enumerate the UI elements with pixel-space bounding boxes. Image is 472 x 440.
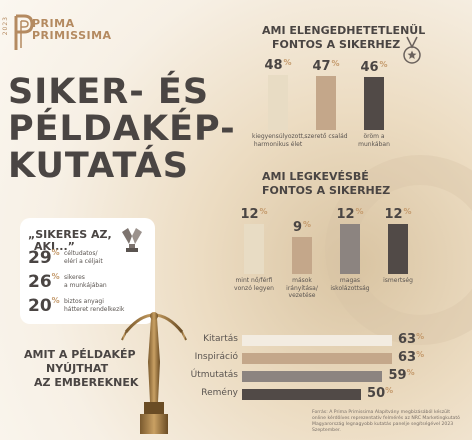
chart-value-label: 12% — [234, 207, 274, 222]
chart-value-label: 50% — [367, 386, 393, 401]
chart-value-label: 63% — [398, 332, 424, 347]
chart-bar — [244, 224, 264, 274]
mid-heading-line1: AMI LEGKEVÉSBÉ — [262, 170, 369, 183]
source-note: Forrás: A Prima Primissima Alapítvány me… — [312, 410, 460, 433]
chart-category-label: magas iskolázottság — [330, 277, 370, 292]
value-number: 50 — [367, 386, 386, 401]
trophy-icon — [122, 228, 142, 252]
chart-bar — [388, 224, 408, 274]
sikeres-row3-text: biztos anyagi hátteret rendelkezik — [64, 298, 125, 313]
chart-category-label: szerető család — [304, 133, 348, 140]
prima-logo-icon — [14, 14, 34, 50]
bottom-chart-heading: AMIT A PÉLDAKÉP NYÚJTHAT AZ EMBEREKNEK — [24, 348, 138, 390]
title-line3: KUTATÁS — [8, 146, 189, 186]
chart-bar — [268, 75, 288, 130]
value-unit: % — [259, 207, 268, 216]
bottom-heading-line1: AMIT A PÉLDAKÉP — [24, 348, 136, 361]
chart-value-label: 47% — [306, 59, 346, 74]
title-line2: PÉLDAKÉP- — [8, 109, 236, 149]
chart-bar — [340, 224, 360, 274]
value-number: 12 — [240, 207, 259, 222]
chart-category-label: öröm a munkában — [358, 133, 390, 148]
chart-category-label: mint nő/férfi vonzó legyen — [234, 277, 274, 292]
bottom-bar-chart: Kitartás 63% Inspiráció 63% Útmutatás 59% Remé… — [150, 328, 460, 408]
chart-bar — [364, 77, 384, 130]
chart-category-label: kiegyensúlyozott, harmonikus élet — [252, 133, 305, 148]
bottom-heading-line3: AZ EMBEREKNEK — [34, 376, 139, 389]
chart-category-label: ismertség — [383, 277, 413, 284]
value-number: 63 — [398, 332, 417, 347]
chart-category-label: mások irányítása/ vezetése — [286, 277, 318, 299]
value-unit: % — [385, 386, 394, 395]
chart-bar — [316, 76, 336, 130]
top-chart-heading: AMI ELENGEDHETETLENÜL FONTOS A SIKERHEZ — [262, 24, 425, 52]
value-number: 12 — [336, 207, 355, 222]
value-unit: % — [403, 207, 412, 216]
chart-value-label: 63% — [398, 350, 424, 365]
page-title: SIKER- ÉS PÉLDAKÉP- KUTATÁS — [8, 74, 236, 185]
mid-chart-heading: AMI LEGKEVÉSBÉ FONTOS A SIKERHEZ — [262, 170, 390, 198]
medal-icon — [403, 36, 421, 64]
value-unit: % — [303, 219, 312, 229]
sikeres-row2-value: 26% — [28, 272, 60, 292]
value-unit: % — [416, 332, 425, 341]
chart-category-label: Útmutatás — [190, 370, 238, 380]
logo-text: PRIMA PRIMISSIMA — [32, 18, 112, 42]
chart-value-label: 12% — [378, 207, 418, 222]
chart-value-label: 48% — [258, 58, 298, 73]
chart-value-label: 12% — [330, 207, 370, 222]
top-bar-chart: 48% kiegyensúlyozott, harmonikus élet 47% s… — [240, 50, 400, 160]
value-unit: % — [406, 368, 415, 377]
mid-bar-chart: 12% mint nő/férfi vonzó legyen 9% mások irá… — [220, 200, 420, 300]
chart-category-label: Inspiráció — [194, 352, 238, 362]
chart-bar — [242, 335, 392, 346]
value-number: 47 — [312, 59, 331, 75]
value-unit: % — [283, 58, 292, 67]
chart-bar — [242, 353, 392, 364]
chart-value-label: 59% — [388, 368, 414, 383]
prima-statue-illustration — [121, 312, 187, 434]
sikeres-row1-value: 29% — [28, 248, 60, 268]
top-heading-line1: AMI ELENGEDHETETLENÜL — [262, 24, 426, 37]
chart-value-label: 9% — [282, 220, 322, 235]
value-unit: % — [416, 350, 425, 359]
value-number: 63 — [398, 350, 417, 365]
chart-bar — [242, 371, 383, 382]
chart-category-label: Remény — [201, 388, 238, 398]
chart-bar — [292, 236, 312, 274]
value-number: 46 — [360, 60, 379, 76]
sikeres-row2-text: sikeres a munkájában — [64, 274, 107, 289]
chart-value-label: 46% — [354, 60, 394, 75]
title-line1: SIKER- ÉS — [8, 72, 210, 112]
sikeres-row1-text: céltudatos/elérí a céljait — [64, 250, 103, 265]
chart-category-label: Kitartás — [203, 334, 238, 344]
bottom-heading-line2: NYÚJTHAT — [46, 362, 109, 375]
value-number: 9 — [292, 219, 303, 235]
value-unit: % — [379, 60, 388, 70]
value-unit: % — [355, 207, 364, 216]
chart-bar — [242, 389, 362, 400]
logo-year: 2023 — [2, 16, 9, 36]
logo-line2: PRIMISSIMA — [32, 29, 112, 42]
sikeres-row3-value: 20% — [28, 296, 60, 316]
top-heading-line2: FONTOS A SIKERHEZ — [272, 38, 401, 51]
logo-line1: PRIMA — [32, 17, 75, 30]
value-number: 59 — [388, 368, 407, 383]
value-number: 12 — [384, 207, 403, 222]
mid-heading-line2: FONTOS A SIKERHEZ — [262, 184, 391, 197]
sikeres-title-line1: „SIKERES AZ, — [28, 228, 112, 241]
sikeres-title-line2: AKI...” — [34, 240, 75, 253]
value-unit: % — [331, 59, 340, 69]
value-number: 48 — [264, 58, 283, 73]
sikeres-title: „SIKERES AZ, AKI...” — [28, 229, 112, 253]
